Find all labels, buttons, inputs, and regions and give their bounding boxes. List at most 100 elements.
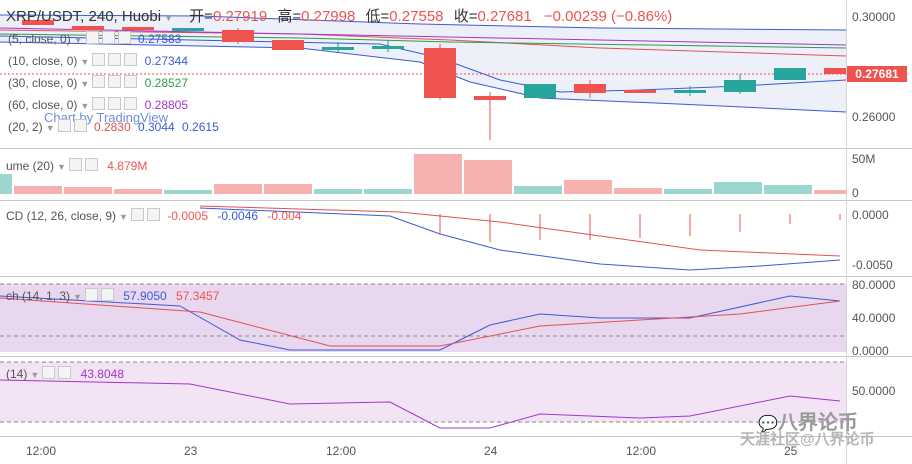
stoch-d-value: 57.3457 xyxy=(176,289,220,303)
more-icon[interactable] xyxy=(124,53,138,66)
chevron-down-icon[interactable]: ▼ xyxy=(80,101,90,111)
macd-signal-value: -0.004 xyxy=(267,209,302,223)
time-tick: 12:00 xyxy=(626,444,657,458)
settings-icon[interactable] xyxy=(92,53,106,66)
ma30-value: 0.28527 xyxy=(144,76,189,90)
ma30-label: (30, close, 0) xyxy=(8,76,78,90)
volume-bar xyxy=(564,180,612,194)
rsi-value: 43.8048 xyxy=(80,367,124,381)
bollinger-upper-value: 0.3044 xyxy=(138,120,175,134)
volume-bar xyxy=(664,189,712,194)
close-icon[interactable] xyxy=(100,288,114,301)
more-icon[interactable] xyxy=(124,97,138,110)
candle xyxy=(272,40,304,50)
pane-separator[interactable] xyxy=(0,200,912,201)
settings-icon[interactable] xyxy=(85,31,99,44)
close-label: 收= xyxy=(453,8,478,25)
bollinger-band-fill xyxy=(0,15,846,112)
bollinger-upper xyxy=(0,14,847,31)
settings-icon[interactable] xyxy=(42,366,56,379)
rsi-legend[interactable]: (14) ▼ 43.8048 xyxy=(6,366,124,382)
wechat-icon: 💬 xyxy=(758,416,778,433)
macd-value: -0.0046 xyxy=(217,209,259,223)
stoch-background xyxy=(0,284,846,352)
chevron-down-icon[interactable]: ▼ xyxy=(30,370,40,380)
pane-separator[interactable] xyxy=(0,276,912,277)
candle xyxy=(524,84,556,98)
ma60-legend[interactable]: (60, close, 0) ▼ 0.28805 xyxy=(8,97,188,113)
time-tick: 23 xyxy=(184,444,198,458)
settings-icon[interactable] xyxy=(57,119,71,132)
settings-icon[interactable] xyxy=(92,75,106,88)
low-label: 低= xyxy=(365,8,390,25)
last-price-badge: 0.27681 xyxy=(847,66,907,82)
bollinger-legend[interactable]: (20, 2) ▼ 0.2830 0.3044 0.2615 xyxy=(8,119,219,135)
volume-label: ume (20) xyxy=(6,159,55,173)
close-icon[interactable] xyxy=(101,31,115,44)
chevron-down-icon[interactable]: ▼ xyxy=(119,212,128,222)
ma60-value: 0.28805 xyxy=(144,98,189,112)
ma5-legend[interactable]: (5, close, 0) ▼ 0.27583 xyxy=(8,31,181,47)
close-icon[interactable] xyxy=(73,119,87,132)
chevron-down-icon[interactable]: ▼ xyxy=(164,13,173,23)
macd-label: CD (12, 26, close, 9) xyxy=(6,209,117,223)
ma60-label: (60, close, 0) xyxy=(8,98,78,112)
volume-bar xyxy=(364,189,412,194)
settings-icon[interactable] xyxy=(68,158,82,171)
close-icon[interactable] xyxy=(84,158,98,171)
macd-legend[interactable]: CD (12, 26, close, 9) ▼ -0.0005 -0.0046 -… xyxy=(6,208,301,224)
chevron-down-icon[interactable]: ▼ xyxy=(80,57,90,67)
time-tick: 12:00 xyxy=(326,444,357,458)
stoch-tick: 40.0000 xyxy=(852,311,896,325)
volume-bar xyxy=(464,160,512,194)
stoch-legend[interactable]: ch (14, 1, 3) ▼ 57.9050 57.3457 xyxy=(6,288,219,304)
ma5-label: (5, close, 0) xyxy=(8,32,71,46)
volume-bar xyxy=(614,188,662,194)
pane-separator[interactable] xyxy=(0,436,912,437)
macd-histogram xyxy=(439,214,841,242)
volume-bars xyxy=(0,154,846,194)
candle xyxy=(624,90,656,93)
chevron-down-icon[interactable]: ▼ xyxy=(73,35,83,45)
close-icon[interactable] xyxy=(58,366,72,379)
volume-value: 4.879M xyxy=(107,159,148,173)
high-value: 0.27998 xyxy=(301,8,356,25)
rsi-line xyxy=(0,379,841,429)
time-tick: 12:00 xyxy=(26,444,57,458)
chevron-down-icon[interactable]: ▼ xyxy=(73,292,82,302)
price-axis[interactable] xyxy=(846,0,912,464)
symbol-label[interactable]: XRP/USDT, 240, Huobi xyxy=(6,8,162,25)
chevron-down-icon[interactable]: ▼ xyxy=(57,162,66,172)
pane-separator[interactable] xyxy=(0,148,912,149)
more-icon[interactable] xyxy=(117,31,131,44)
chevron-down-icon[interactable]: ▼ xyxy=(80,79,90,89)
price-tick: 0.30000 xyxy=(852,10,896,24)
macd-tick: -0.0050 xyxy=(852,258,893,272)
candle xyxy=(824,68,846,74)
ma5-value: 0.27583 xyxy=(137,32,182,46)
close-icon[interactable] xyxy=(108,53,122,66)
settings-icon[interactable] xyxy=(130,208,144,221)
close-icon[interactable] xyxy=(108,75,122,88)
close-icon[interactable] xyxy=(108,97,122,110)
more-icon[interactable] xyxy=(124,75,138,88)
brand-watermark: 💬八界论币 xyxy=(758,406,858,435)
ma30-legend[interactable]: (30, close, 0) ▼ 0.28527 xyxy=(8,75,188,91)
chevron-down-icon[interactable]: ▼ xyxy=(45,123,55,133)
candle xyxy=(72,26,104,30)
stoch-d-line xyxy=(0,297,841,347)
volume-legend[interactable]: ume (20) ▼ 4.879M xyxy=(6,158,147,174)
close-icon[interactable] xyxy=(146,208,160,221)
volume-tick: 0 xyxy=(852,186,859,200)
pane-separator[interactable] xyxy=(0,356,912,357)
volume-bar xyxy=(264,184,312,194)
time-tick: 25 xyxy=(784,444,798,458)
ma10-legend[interactable]: (10, close, 0) ▼ 0.27344 xyxy=(8,53,188,69)
price-tick: 0.26000 xyxy=(852,110,896,124)
settings-icon[interactable] xyxy=(92,97,106,110)
settings-icon[interactable] xyxy=(84,288,98,301)
close-value: 0.27681 xyxy=(477,8,532,25)
candle xyxy=(22,20,54,25)
stoch-label: ch (14, 1, 3) xyxy=(6,289,71,303)
